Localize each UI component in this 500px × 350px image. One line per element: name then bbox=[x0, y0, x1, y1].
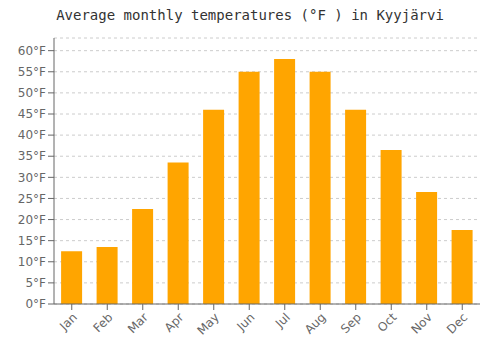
svg-text:Jul: Jul bbox=[272, 310, 293, 331]
svg-text:0°F: 0°F bbox=[25, 297, 46, 311]
svg-text:25°F: 25°F bbox=[18, 192, 46, 206]
svg-text:May: May bbox=[194, 310, 221, 337]
svg-text:45°F: 45°F bbox=[18, 107, 46, 121]
svg-text:20°F: 20°F bbox=[18, 213, 46, 227]
svg-text:35°F: 35°F bbox=[18, 149, 46, 163]
svg-text:60°F: 60°F bbox=[18, 44, 46, 58]
svg-text:Oct: Oct bbox=[375, 310, 400, 335]
svg-text:Mar: Mar bbox=[125, 310, 151, 336]
svg-text:Jan: Jan bbox=[56, 310, 80, 334]
svg-text:Sep: Sep bbox=[338, 310, 364, 336]
svg-text:40°F: 40°F bbox=[18, 128, 46, 142]
svg-text:5°F: 5°F bbox=[25, 276, 46, 290]
svg-text:Jun: Jun bbox=[234, 310, 258, 334]
svg-text:30°F: 30°F bbox=[18, 171, 46, 185]
svg-text:Dec: Dec bbox=[444, 310, 470, 336]
svg-text:Nov: Nov bbox=[408, 310, 434, 336]
html-text:Average monthly temperatures (: Average monthly temperatures (°F ) in Ky… bbox=[56, 7, 444, 23]
svg-text:Aug: Aug bbox=[302, 310, 328, 336]
svg-text:Feb: Feb bbox=[90, 310, 115, 335]
svg-text:55°F: 55°F bbox=[18, 65, 46, 79]
svg-text:Apr: Apr bbox=[162, 310, 187, 335]
svg-text:10°F: 10°F bbox=[18, 255, 46, 269]
svg-text:15°F: 15°F bbox=[18, 234, 46, 248]
svg-text:50°F: 50°F bbox=[18, 86, 46, 100]
